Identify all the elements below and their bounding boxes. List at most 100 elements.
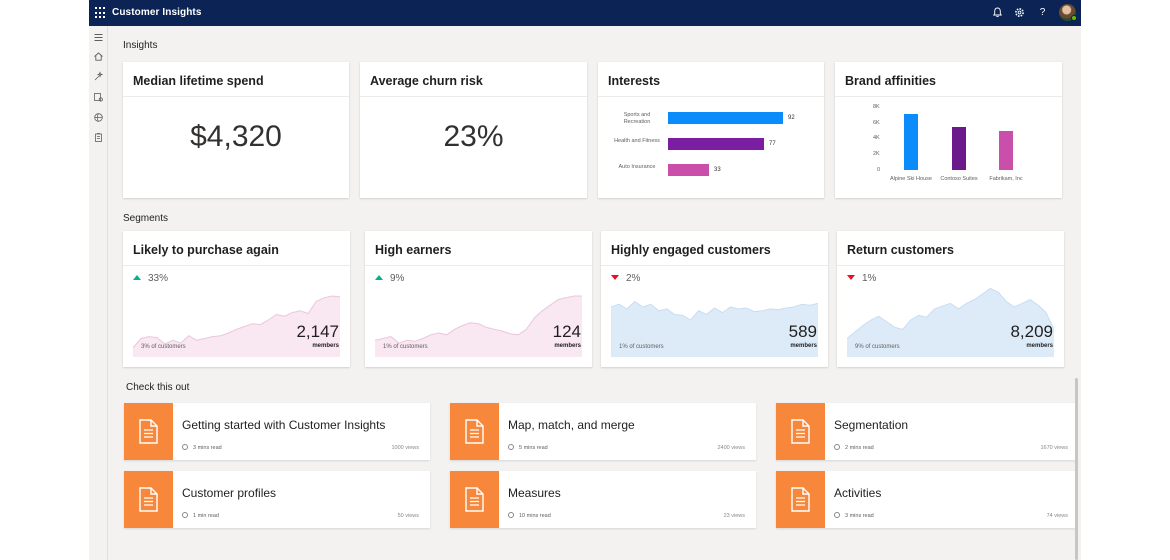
- brand-affinities-card[interactable]: Brand affinities 8K 6K 4K 2K 0 Alpine Sk…: [835, 62, 1062, 198]
- article-thumbnail: [776, 471, 825, 528]
- ai-sparkle-icon[interactable]: [93, 71, 104, 82]
- segment-members-label: members: [312, 343, 339, 349]
- app-window: Customer Insights ?: [89, 0, 1081, 560]
- segment-card-highly-engaged[interactable]: Highly engaged customers 2% 1% of custom…: [601, 231, 828, 367]
- top-bar: Customer Insights ?: [89, 0, 1081, 26]
- trend-value: 33%: [148, 273, 169, 284]
- globe-icon[interactable]: [93, 112, 104, 123]
- article-read-time: 3 mins read: [182, 444, 222, 451]
- trend-down-icon: [611, 275, 619, 280]
- lifetime-spend-value: $4,320: [190, 120, 282, 153]
- read-time-text: 3 mins read: [845, 513, 874, 519]
- article-read-time: 2 mins read: [834, 444, 874, 451]
- article-thumbnail: [124, 471, 173, 528]
- insights-heading: Insights: [123, 40, 158, 51]
- y-tick-label: 8K: [873, 104, 880, 110]
- segment-member-count: 124: [552, 322, 581, 341]
- left-nav: [89, 26, 108, 560]
- segment-trend-line: [133, 295, 340, 349]
- clock-icon: [834, 512, 840, 518]
- presence-status-icon: [1071, 15, 1077, 21]
- clipboard-icon[interactable]: [93, 132, 104, 143]
- segment-member-count: 8,209: [1010, 322, 1053, 341]
- interest-bar: [668, 164, 709, 176]
- interest-value: 77: [769, 141, 776, 147]
- segment-percent-of-customers: 1% of customers: [383, 344, 428, 350]
- article-title: Activities: [834, 486, 882, 500]
- app-title[interactable]: Customer Insights: [112, 7, 202, 18]
- people-icon[interactable]: [93, 92, 104, 103]
- trend-indicator: 33%: [133, 273, 168, 284]
- article-card-customer-profiles[interactable]: Customer profiles 1 min read 50 views: [124, 471, 430, 528]
- interest-label: Health and Fitness: [614, 138, 660, 144]
- card-divider: [601, 265, 828, 266]
- article-views: 23 views: [723, 513, 745, 519]
- segment-percent-of-customers: 3% of customers: [141, 344, 186, 350]
- home-icon[interactable]: [93, 51, 104, 62]
- segment-card-high-earners[interactable]: High earners 9% 1% of customers 124 memb…: [365, 231, 592, 367]
- segment-percent-of-customers: 1% of customers: [619, 344, 664, 350]
- card-title: Median lifetime spend: [133, 74, 264, 88]
- interest-label: Sports and Recreation: [623, 112, 651, 125]
- segment-members-label: members: [554, 343, 581, 349]
- trend-value: 9%: [390, 273, 405, 284]
- article-card-segmentation[interactable]: Segmentation 2 mins read 1670 views: [776, 403, 1076, 460]
- card-title: Interests: [608, 74, 661, 88]
- y-tick-label: 6K: [873, 120, 880, 126]
- segment-card-likely-to-purchase[interactable]: Likely to purchase again 33% 3% of custo…: [123, 231, 350, 367]
- article-views: 50 views: [397, 513, 419, 519]
- hamburger-icon[interactable]: [93, 32, 104, 43]
- segment-trend-line: [375, 295, 582, 344]
- trend-down-icon: [847, 275, 855, 280]
- card-title: Average churn risk: [370, 74, 483, 88]
- document-icon: [791, 419, 810, 444]
- brand-label: Contoso Suites: [940, 176, 978, 182]
- card-title: Brand affinities: [845, 74, 936, 88]
- segment-card-return-customers[interactable]: Return customers 1% 9% of customers 8,20…: [837, 231, 1064, 367]
- y-tick-label: 4K: [873, 135, 880, 141]
- document-icon: [465, 487, 484, 512]
- article-card-activities[interactable]: Activities 3 mins read 74 views: [776, 471, 1076, 528]
- card-divider: [360, 96, 587, 97]
- segment-member-count: 2,147: [296, 322, 339, 341]
- article-card-getting-started[interactable]: Getting started with Customer Insights 3…: [124, 403, 430, 460]
- clock-icon: [508, 444, 514, 450]
- brand-bar: [952, 127, 966, 170]
- article-card-map-match-merge[interactable]: Map, match, and merge 5 mins read 2400 v…: [450, 403, 756, 460]
- article-title: Measures: [508, 486, 561, 500]
- trend-indicator: 2%: [611, 273, 640, 284]
- article-thumbnail: [450, 403, 499, 460]
- vertical-scrollbar[interactable]: [1075, 378, 1078, 560]
- waffle-icon[interactable]: [95, 7, 107, 19]
- segments-heading: Segments: [123, 213, 169, 224]
- median-lifetime-spend-card[interactable]: Median lifetime spend $4,320: [123, 62, 349, 198]
- trend-value: 1%: [862, 273, 877, 284]
- segment-area: [611, 301, 818, 357]
- interests-card[interactable]: Interests Sports and Recreation 92 Healt…: [598, 62, 824, 198]
- read-time-text: 5 mins read: [519, 445, 548, 451]
- article-thumbnail: [776, 403, 825, 460]
- segment-area: [375, 296, 582, 357]
- bell-icon[interactable]: [991, 6, 1004, 19]
- segment-area: [847, 288, 1054, 357]
- article-card-measures[interactable]: Measures 10 mins read 23 views: [450, 471, 756, 528]
- settings-icon[interactable]: [1013, 6, 1026, 19]
- check-this-out-heading: Check this out: [126, 382, 190, 393]
- churn-risk-value: 23%: [443, 120, 504, 153]
- card-divider: [598, 96, 824, 97]
- help-icon[interactable]: ?: [1039, 7, 1046, 18]
- brand-bar: [904, 114, 918, 170]
- segment-percent-of-customers: 9% of customers: [855, 344, 900, 350]
- article-views: 2400 views: [717, 445, 745, 451]
- trend-up-icon: [133, 275, 141, 280]
- trend-up-icon: [375, 275, 383, 280]
- card-divider: [835, 96, 1062, 97]
- segment-trend-line: [847, 287, 1054, 339]
- average-churn-risk-card[interactable]: Average churn risk 23%: [360, 62, 587, 198]
- y-tick-label: 2K: [873, 151, 880, 157]
- read-time-text: 3 mins read: [193, 445, 222, 451]
- clock-icon: [834, 444, 840, 450]
- read-time-text: 10 mins read: [519, 513, 551, 519]
- article-views: 1000 views: [391, 445, 419, 451]
- article-title: Segmentation: [834, 418, 909, 432]
